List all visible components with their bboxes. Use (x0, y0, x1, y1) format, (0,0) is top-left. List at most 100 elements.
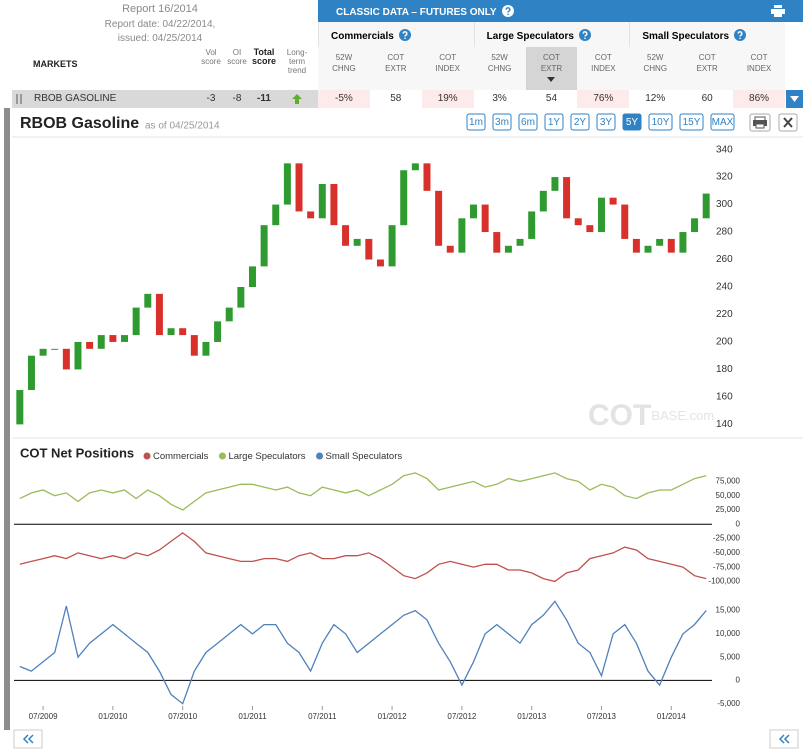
range-frame[interactable] (648, 113, 673, 131)
expand-button[interactable] (786, 90, 803, 108)
column-header[interactable]: COT EXTR (525, 47, 578, 90)
close-button[interactable] (778, 113, 798, 132)
candle-body (551, 177, 559, 191)
range-label[interactable]: 3m (495, 117, 509, 128)
print-button[interactable] (749, 113, 771, 132)
help-icon[interactable] (734, 29, 747, 41)
range-button[interactable]: 10Y (648, 113, 673, 131)
range-button[interactable]: 6m (518, 113, 538, 131)
y-tick-label: 140 (716, 419, 733, 430)
range-frame[interactable] (679, 113, 704, 131)
panel-title: RBOB Gasoline (20, 115, 139, 132)
series-line (19, 532, 707, 583)
range-label[interactable]: 15Y (683, 117, 701, 128)
score: -11 (257, 93, 271, 104)
cell: 76% (577, 90, 630, 108)
candle-body (376, 259, 384, 267)
range-frame[interactable] (596, 113, 616, 131)
range-label[interactable]: MAX (712, 117, 734, 128)
range-frame[interactable] (492, 113, 512, 131)
help-mark (582, 31, 588, 37)
range-label[interactable]: 5Y (626, 117, 639, 128)
candle-body (702, 193, 710, 219)
help-dot (506, 13, 509, 16)
cell: 19% (421, 90, 474, 108)
y-tick-label: -50,000 (713, 548, 741, 557)
icon-bar (16, 94, 18, 104)
range-frame[interactable] (570, 113, 590, 131)
candle-body (667, 238, 675, 253)
candle-body (691, 218, 699, 233)
market-row[interactable]: RBOB GASOLINE -3 -8 -11 (12, 90, 318, 108)
range-label[interactable]: 1Y (548, 117, 561, 128)
range-frame[interactable] (710, 113, 735, 131)
candle-body (295, 163, 303, 212)
y-tick-label: 320 (716, 172, 733, 183)
range-button[interactable]: 1m (466, 113, 486, 131)
help-dot (404, 37, 406, 40)
column-header[interactable]: COT EXTR (681, 47, 734, 90)
y-tick-label: 200 (716, 337, 733, 348)
x-tick-label: 01/2011 (238, 712, 267, 721)
help-icon[interactable] (578, 29, 591, 41)
help-mark (505, 7, 511, 13)
trend-arrow (292, 94, 302, 104)
column-header[interactable]: COT EXTR (369, 47, 422, 90)
candle-body (423, 163, 431, 191)
range-frame[interactable] (622, 113, 642, 131)
cell: 54 (545, 93, 558, 104)
help-icon[interactable] (501, 5, 514, 17)
range-button[interactable]: 3m (492, 113, 512, 131)
candle-body (225, 307, 233, 322)
candle-body (574, 218, 582, 226)
range-button[interactable]: 1Y (544, 113, 564, 131)
column-header[interactable]: COT INDEX (577, 47, 630, 90)
range-frame[interactable] (518, 113, 538, 131)
column-header[interactable]: 52W CHNG (473, 47, 526, 90)
range-frame[interactable] (466, 113, 486, 131)
y-tick-label: -25,000 (713, 534, 741, 543)
y-tick-label: 160 (716, 392, 733, 403)
range-frame[interactable] (544, 113, 564, 131)
score-column-header: Total score (251, 47, 277, 66)
column-header[interactable]: 52W CHNG (318, 47, 370, 90)
range-button[interactable]: 2Y (570, 113, 590, 131)
candle-body (16, 390, 24, 425)
range-label[interactable]: 10Y (652, 117, 670, 128)
y-tick-label: 280 (716, 227, 733, 238)
prev-button[interactable] (769, 729, 799, 749)
candle-body (656, 238, 664, 246)
range-label[interactable]: 2Y (574, 117, 587, 128)
range-label[interactable]: 6m (521, 117, 535, 128)
candle-body (307, 211, 315, 219)
candle-body (411, 163, 419, 171)
column-header[interactable]: COT INDEX (733, 47, 785, 90)
printer-part (771, 9, 785, 14)
column-header[interactable]: 52W CHNG (629, 47, 682, 90)
y-tick-label: 340 (716, 144, 733, 155)
help-icon[interactable] (398, 29, 411, 41)
candle-body (586, 225, 594, 233)
candle-body (679, 232, 687, 253)
cell: 58 (390, 93, 402, 104)
candle-body (481, 204, 489, 233)
candle-body (214, 321, 222, 342)
prev-button[interactable] (13, 729, 43, 749)
print-icon[interactable] (771, 5, 785, 17)
range-label[interactable]: 1m (469, 117, 483, 128)
range-button[interactable]: 3Y (596, 113, 616, 131)
range-button[interactable]: 5Y (622, 113, 642, 131)
range-label[interactable]: 3Y (600, 117, 613, 128)
range-button[interactable]: MAX (710, 113, 735, 131)
label: CLASSIC DATA – FUTURES ONLY (336, 7, 497, 18)
y-tick-label: 220 (716, 309, 733, 320)
expand-icon[interactable] (786, 90, 803, 108)
range-button[interactable]: 15Y (679, 113, 704, 131)
candle-body (563, 177, 571, 219)
candle-body (435, 190, 443, 246)
column-header[interactable]: COT INDEX (421, 47, 474, 90)
y-tick-label: 260 (716, 254, 733, 265)
issued-date: issued: 04/25/2014 (117, 33, 203, 44)
market-name: RBOB GASOLINE (34, 93, 117, 104)
